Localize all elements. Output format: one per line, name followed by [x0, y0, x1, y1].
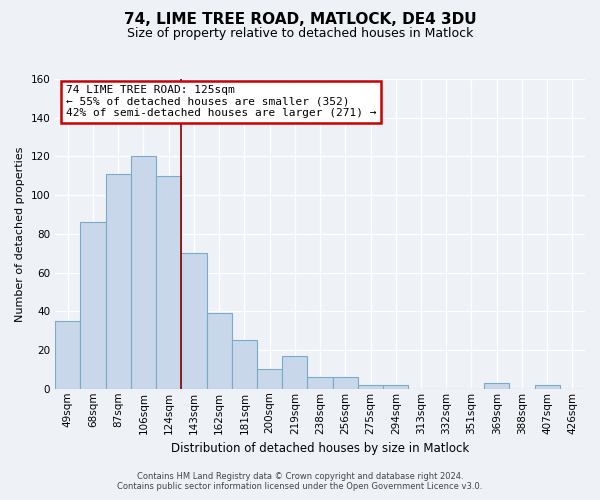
Bar: [332, 377, 358, 389]
Bar: [307, 377, 332, 389]
Text: 74 LIME TREE ROAD: 125sqm
← 55% of detached houses are smaller (352)
42% of semi: 74 LIME TREE ROAD: 125sqm ← 55% of detac…: [66, 85, 376, 118]
Bar: [106, 174, 131, 389]
Bar: [80, 222, 106, 389]
X-axis label: Distribution of detached houses by size in Matlock: Distribution of detached houses by size …: [171, 442, 469, 455]
Text: Contains HM Land Registry data © Crown copyright and database right 2024.
Contai: Contains HM Land Registry data © Crown c…: [118, 472, 482, 491]
Bar: [232, 340, 257, 389]
Bar: [383, 385, 409, 389]
Text: Size of property relative to detached houses in Matlock: Size of property relative to detached ho…: [127, 28, 473, 40]
Bar: [257, 370, 282, 389]
Bar: [131, 156, 156, 389]
Bar: [181, 253, 206, 389]
Bar: [484, 383, 509, 389]
Bar: [535, 385, 560, 389]
Bar: [206, 314, 232, 389]
Text: 74, LIME TREE ROAD, MATLOCK, DE4 3DU: 74, LIME TREE ROAD, MATLOCK, DE4 3DU: [124, 12, 476, 28]
Y-axis label: Number of detached properties: Number of detached properties: [15, 146, 25, 322]
Bar: [55, 321, 80, 389]
Bar: [156, 176, 181, 389]
Bar: [358, 385, 383, 389]
Bar: [282, 356, 307, 389]
